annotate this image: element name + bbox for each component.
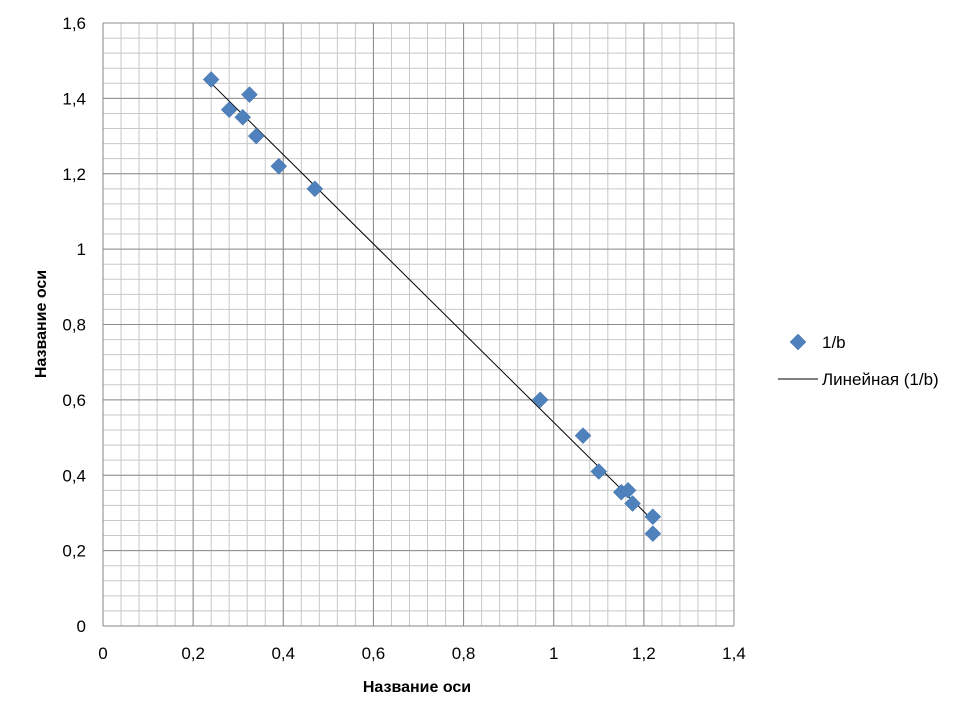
y-tick-label: 1,2 bbox=[62, 165, 86, 184]
trendline bbox=[210, 82, 654, 521]
data-point bbox=[247, 127, 265, 145]
y-tick-label: 0,8 bbox=[62, 316, 86, 335]
tick-labels: 0 0,2 0,4 0,6 0,8 1 1,2 1,4 0 0,2 0,4 0,6 0,8 1 1,2 1,4… bbox=[62, 14, 745, 663]
data-point bbox=[306, 180, 324, 198]
x-tick-label: 0,2 bbox=[181, 644, 205, 663]
data-point bbox=[234, 108, 252, 126]
legend-trendline-label: Линейная (1/b) bbox=[822, 370, 939, 389]
data-point bbox=[590, 463, 608, 480]
trendline-layer bbox=[210, 82, 654, 521]
legend-marker-diamond bbox=[789, 333, 807, 351]
data-point bbox=[220, 101, 238, 119]
y-tick-label: 0 bbox=[77, 617, 86, 636]
y-tick-label: 1 bbox=[77, 240, 86, 259]
x-tick-label: 0 bbox=[98, 644, 107, 663]
data-point bbox=[531, 391, 549, 409]
data-point bbox=[270, 157, 288, 175]
data-point bbox=[574, 427, 592, 445]
y-tick-label: 0,6 bbox=[62, 391, 86, 410]
data-point bbox=[619, 481, 637, 499]
y-tick-label: 0,4 bbox=[62, 466, 86, 485]
grid bbox=[102, 22, 735, 627]
legend-series-label: 1/b bbox=[822, 333, 846, 352]
data-point bbox=[644, 508, 662, 526]
y-tick-label: 1,6 bbox=[62, 14, 86, 33]
points-layer bbox=[202, 71, 662, 543]
x-axis-title: Название оси bbox=[363, 679, 471, 696]
x-tick-label: 1,2 bbox=[632, 644, 656, 663]
x-tick-label: 0,8 bbox=[452, 644, 476, 663]
x-tick-label: 0,4 bbox=[271, 644, 295, 663]
y-tick-label: 1,4 bbox=[62, 89, 86, 108]
data-point bbox=[202, 71, 220, 88]
data-point bbox=[241, 86, 258, 103]
axes bbox=[102, 23, 734, 627]
legend: 1/b Линейная (1/b) bbox=[778, 333, 939, 389]
data-point bbox=[624, 495, 641, 512]
x-tick-label: 1,4 bbox=[722, 644, 746, 663]
data-point bbox=[644, 525, 662, 543]
y-tick-label: 0,2 bbox=[62, 542, 86, 561]
y-axis-title: Название оси bbox=[33, 270, 50, 378]
x-tick-label: 1 bbox=[549, 644, 558, 663]
x-tick-label: 0,6 bbox=[362, 644, 386, 663]
